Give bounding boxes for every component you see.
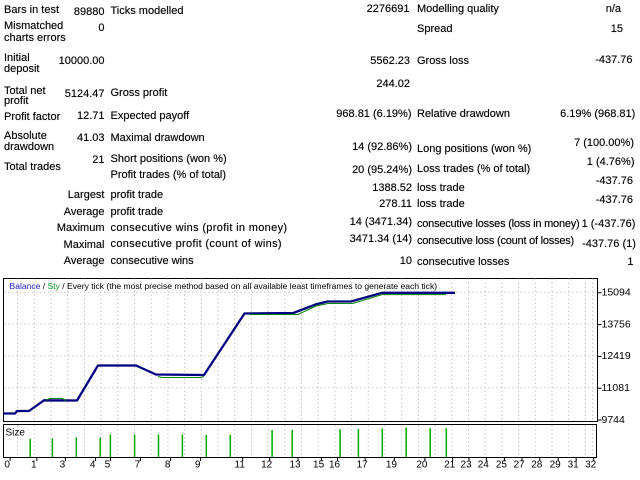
svg-text:1: 1: [31, 460, 37, 471]
svg-text:Balance / Sty / Every tick (th: Balance / Sty / Every tick (the most pre…: [10, 281, 438, 291]
svg-text:25: 25: [496, 460, 508, 471]
svg-text:12: 12: [261, 460, 273, 471]
svg-text:4: 4: [90, 460, 96, 471]
svg-text:9: 9: [195, 460, 201, 471]
svg-text:31: 31: [568, 460, 580, 471]
svg-text:12419: 12419: [602, 350, 631, 362]
svg-text:5: 5: [105, 460, 111, 471]
svg-text:7: 7: [135, 460, 141, 471]
svg-text:13: 13: [289, 460, 301, 471]
svg-text:24: 24: [478, 460, 490, 471]
svg-text:23: 23: [460, 460, 472, 471]
svg-text:21: 21: [444, 460, 456, 471]
svg-text:0: 0: [4, 460, 10, 471]
svg-text:11081: 11081: [602, 382, 631, 394]
svg-text:16: 16: [329, 460, 341, 471]
svg-text:17: 17: [357, 460, 369, 471]
svg-text:20: 20: [416, 460, 428, 471]
svg-text:15: 15: [313, 460, 325, 471]
svg-text:19: 19: [386, 460, 398, 471]
svg-text:9744: 9744: [602, 414, 626, 426]
svg-text:13756: 13756: [602, 318, 631, 330]
svg-text:8: 8: [165, 460, 171, 471]
svg-text:3: 3: [60, 460, 66, 471]
svg-text:15094: 15094: [602, 287, 631, 299]
svg-text:27: 27: [513, 460, 525, 471]
svg-text:28: 28: [531, 460, 543, 471]
svg-text:32: 32: [585, 460, 597, 471]
svg-text:11: 11: [235, 460, 246, 471]
svg-text:Size: Size: [6, 428, 26, 439]
svg-text:29: 29: [550, 460, 562, 471]
